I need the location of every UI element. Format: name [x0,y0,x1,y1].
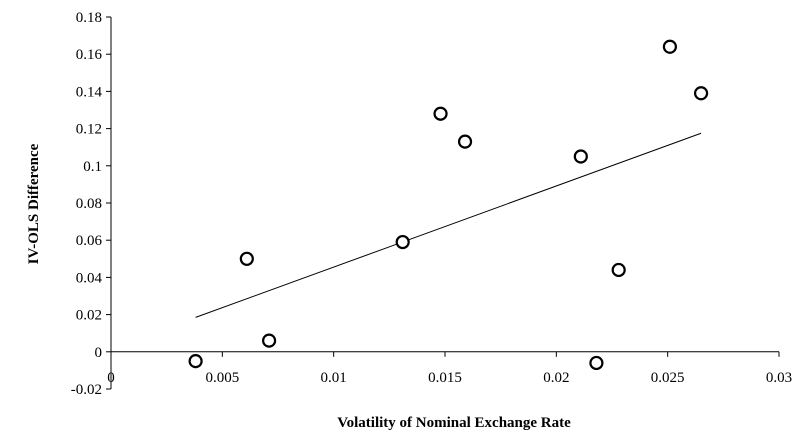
y-tick-label: 0.1 [83,159,102,175]
x-tick-label: 0.005 [205,370,239,386]
x-axis-title: Volatility of Nominal Exchange Rate [337,415,571,431]
y-tick-label: 0.16 [76,47,103,63]
y-axis-ticks: -0.02 0 0.02 0.04 0.06 0.08 0.1 0.12 0.14 0.16 0.1… [71,10,111,398]
data-point [433,106,448,121]
data-point [693,86,709,101]
data-point [662,39,677,54]
data-point [611,262,626,278]
x-tick-label: 0 [107,370,115,386]
y-tick-label: 0.02 [76,308,102,324]
y-tick-label: 0.04 [76,270,103,286]
data-point [589,355,604,371]
y-tick-label: 0.12 [76,122,102,138]
data-point [457,134,473,149]
y-tick-label: 0.18 [76,10,102,26]
y-tick-label: 0 [95,345,103,361]
x-tick-label: 0.025 [651,370,685,386]
x-tick-label: 0.01 [321,370,347,386]
x-tick-label: 0.015 [428,370,462,386]
data-point [573,149,588,164]
data-point [261,333,277,348]
data-point [188,354,203,369]
y-axis-title: IV-OLS Difference [26,143,42,264]
x-tick-label: 0.03 [766,370,792,386]
trendline [195,132,702,318]
data-point [239,251,254,266]
data-point [395,234,410,250]
x-tick-label: 0.02 [543,370,569,386]
x-axis-ticks: 0 0.005 0.01 0.015 0.02 0.025 0.03 [107,351,792,386]
y-tick-label: -0.02 [71,382,102,398]
y-tick-label: 0.06 [76,233,103,249]
y-tick-label: 0.14 [76,84,103,100]
y-tick-label: 0.08 [76,196,102,212]
plot-area [110,17,779,389]
